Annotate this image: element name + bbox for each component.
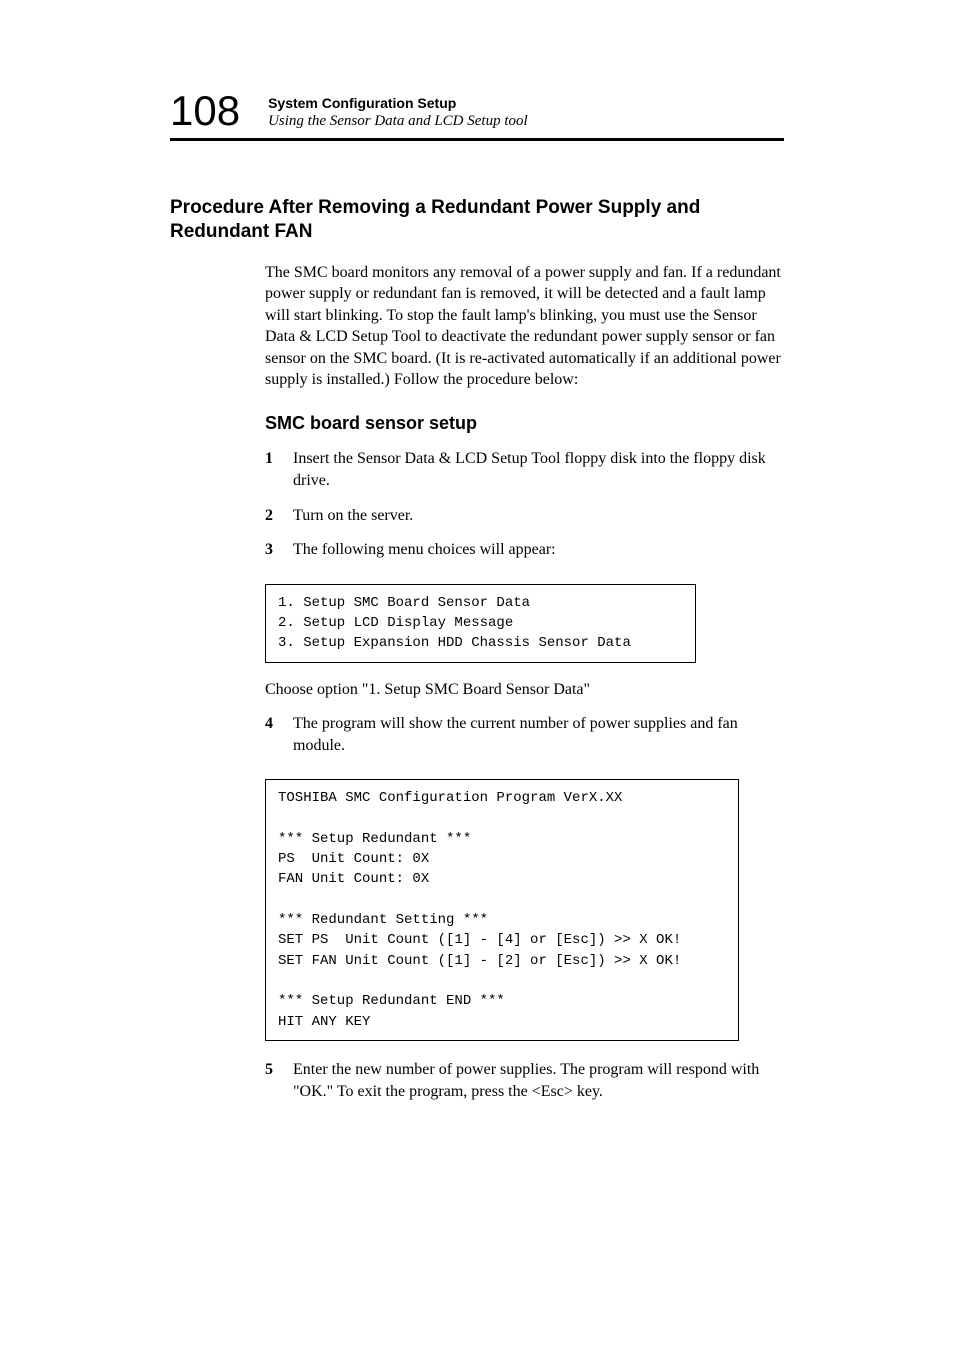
step-number: 4 [265, 713, 279, 758]
step-text: Insert the Sensor Data & LCD Setup Tool … [293, 448, 784, 493]
list-item: 1 Insert the Sensor Data & LCD Setup Too… [265, 448, 784, 493]
step-list-continued: 4 The program will show the current numb… [265, 713, 784, 758]
menu-code-box: 1. Setup SMC Board Sensor Data 2. Setup … [265, 584, 696, 663]
intro-paragraph: The SMC board monitors any removal of a … [265, 262, 784, 392]
step-list: 1 Insert the Sensor Data & LCD Setup Too… [265, 448, 784, 562]
list-item: 5 Enter the new number of power supplies… [265, 1059, 784, 1104]
list-item: 2 Turn on the server. [265, 505, 784, 527]
page-number: 108 [170, 90, 240, 132]
page-header: 108 System Configuration Setup Using the… [170, 90, 784, 141]
step-number: 3 [265, 539, 279, 561]
step-text: The following menu choices will appear: [293, 539, 556, 561]
list-item: 3 The following menu choices will appear… [265, 539, 784, 561]
header-titles: System Configuration Setup Using the Sen… [268, 95, 528, 132]
step-list-final: 5 Enter the new number of power supplies… [265, 1059, 784, 1104]
step-text: Turn on the server. [293, 505, 413, 527]
step-number: 5 [265, 1059, 279, 1104]
section-title: Procedure After Removing a Redundant Pow… [170, 196, 784, 244]
content-body: The SMC board monitors any removal of a … [265, 262, 784, 1104]
step-text: Enter the new number of power supplies. … [293, 1059, 784, 1104]
step-number: 2 [265, 505, 279, 527]
output-code-box: TOSHIBA SMC Configuration Program VerX.X… [265, 779, 739, 1041]
header-chapter: System Configuration Setup [268, 95, 528, 112]
step-text: The program will show the current number… [293, 713, 784, 758]
list-item: 4 The program will show the current numb… [265, 713, 784, 758]
step-number: 1 [265, 448, 279, 493]
document-page: 108 System Configuration Setup Using the… [0, 0, 954, 1351]
subsection-title: SMC board sensor setup [265, 413, 784, 434]
choose-option-text: Choose option "1. Setup SMC Board Sensor… [265, 681, 784, 699]
header-section: Using the Sensor Data and LCD Setup tool [268, 112, 528, 130]
